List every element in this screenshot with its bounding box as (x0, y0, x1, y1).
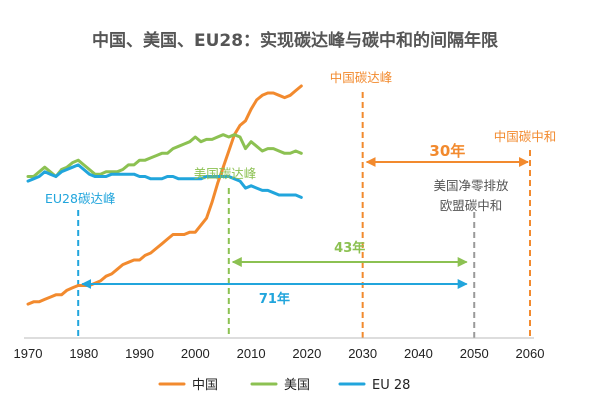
legend-label-1: 美国 (284, 378, 310, 393)
annotation-2050-0: 美国净零排放 (433, 178, 509, 193)
x-tick-label-2030: 2030 (348, 346, 377, 361)
series-lines (26, 84, 303, 306)
annotation-2006: 美国碳达峰 (194, 166, 257, 181)
series-line-0 (26, 84, 303, 306)
span-label-0: 30年 (429, 142, 465, 160)
span-label-1: 43年 (334, 240, 365, 256)
annotation-1979: EU28碳达峰 (45, 191, 116, 206)
x-tick-label-2020: 2020 (292, 346, 321, 361)
legend-label-2: EU 28 (372, 378, 410, 393)
x-tick-label-2000: 2000 (181, 346, 210, 361)
annotation-2060: 中国碳中和 (494, 129, 557, 144)
x-tick-label-2040: 2040 (404, 346, 433, 361)
series-line-1 (26, 133, 303, 178)
x-axis-ticks: 1970 1980 1990 2000 2010 2020 2030 2040 2050 2060 (14, 346, 545, 361)
x-tick-label-2060: 2060 (516, 346, 545, 361)
span-label-2: 71年 (259, 291, 290, 307)
series-line-2 (26, 163, 303, 199)
chart-title: 中国、美国、EU28：实现碳达峰与碳中和的间隔年限 (92, 30, 498, 51)
x-tick-label-2010: 2010 (237, 346, 266, 361)
x-tick-label-1970: 1970 (14, 346, 43, 361)
reference-lines (77, 92, 531, 338)
x-tick-label-2050: 2050 (460, 346, 489, 361)
annotation-2050-1: 欧盟碳中和 (440, 198, 503, 213)
x-tick-label-1990: 1990 (125, 346, 154, 361)
annotation-2030: 中国碳达峰 (330, 70, 393, 85)
legend: 中国 美国 EU 28 (158, 378, 410, 393)
x-tick-label-1980: 1980 (69, 346, 98, 361)
legend-label-0: 中国 (192, 378, 218, 393)
span-arrows: 30年 43年 71年 (81, 142, 529, 307)
